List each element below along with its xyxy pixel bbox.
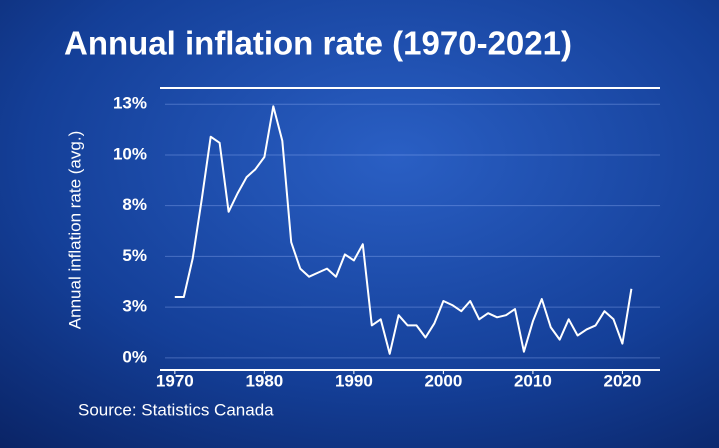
y-tick-label: 0%	[122, 347, 147, 366]
source: Source: Statistics Canada	[78, 400, 274, 419]
y-tick-label: 3%	[122, 297, 147, 316]
y-axis-label: Annual inflation rate (avg.)	[65, 131, 84, 329]
y-tick-label: 5%	[122, 246, 147, 265]
x-tick-label: 1970	[156, 371, 194, 390]
y-tick-label: 10%	[113, 144, 147, 163]
x-tick-label: 1990	[335, 371, 373, 390]
y-tick-label: 13%	[113, 94, 147, 113]
y-tick-label: 8%	[122, 195, 147, 214]
x-tick-label: 2000	[424, 371, 462, 390]
x-tick-label: 2020	[603, 371, 641, 390]
chart-title: Annual inflation rate (1970-2021)	[64, 25, 572, 62]
x-tick-label: 1980	[245, 371, 283, 390]
x-tick-label: 2010	[514, 371, 552, 390]
line	[174, 105, 633, 355]
